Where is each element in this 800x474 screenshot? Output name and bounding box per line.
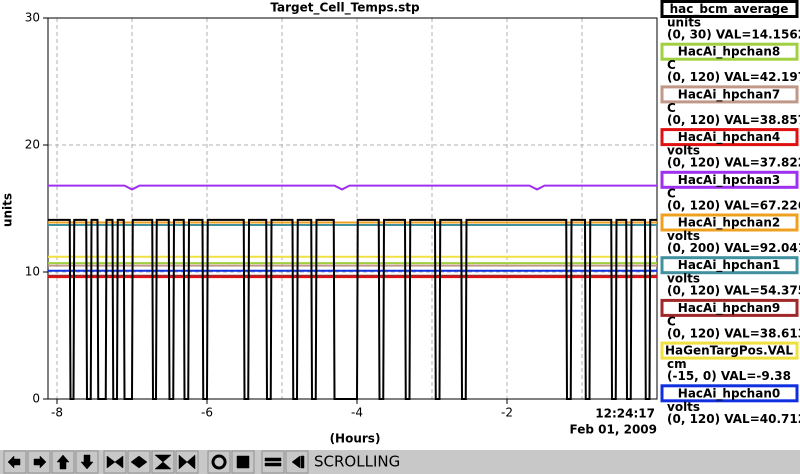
legend-unit: cm xyxy=(667,357,687,371)
toolbar-button[interactable] xyxy=(261,450,285,474)
y-tick-label: 0 xyxy=(32,392,40,406)
legend-unit: volts xyxy=(667,229,700,243)
legend-box[interactable] xyxy=(660,128,799,147)
legend-box[interactable] xyxy=(660,170,799,189)
toolbar-button[interactable] xyxy=(207,450,231,474)
legend-readout: (0, 120) VAL=54.375 xyxy=(667,284,800,298)
toolbar-icon xyxy=(291,455,305,469)
x-tick-label: -2 xyxy=(501,406,513,420)
legend-readout: (0, 120) VAL=42.1973 xyxy=(667,70,800,84)
series-line xyxy=(48,218,657,400)
legend-box[interactable] xyxy=(660,0,799,18)
legend-box[interactable] xyxy=(660,42,799,61)
legend-name[interactable]: HacAi_hpchan9 xyxy=(678,301,780,316)
date-label: Feb 01, 2009 xyxy=(570,423,657,437)
y-axis-label: units xyxy=(1,193,15,227)
legend-box[interactable] xyxy=(660,341,799,360)
legend-name[interactable]: HacAi_hpchan8 xyxy=(678,45,780,60)
legend-unit: C xyxy=(667,58,676,72)
legend-readout: (0, 30) VAL=14.1562 xyxy=(667,28,800,42)
legend-unit: C xyxy=(667,186,676,200)
legend-box[interactable] xyxy=(660,256,799,275)
toolbar-icon xyxy=(56,454,70,470)
toolbar-icon xyxy=(236,455,250,469)
legend-name[interactable]: HacAi_hpchan1 xyxy=(678,258,780,273)
legend-unit: volts xyxy=(667,272,700,286)
x-tick-label: -6 xyxy=(201,406,213,420)
y-tick-label: 10 xyxy=(25,265,40,279)
legend-name[interactable]: HacAi_hpchan7 xyxy=(678,87,780,102)
legend-readout: (0, 120) VAL=40.7129 xyxy=(667,412,800,426)
legend-name[interactable]: HacAi_hpchan0 xyxy=(678,386,780,401)
toolbar-icon xyxy=(154,454,172,470)
legend-name[interactable]: HacAi_hpchan2 xyxy=(678,216,780,231)
y-tick-label: 30 xyxy=(25,11,40,25)
legend-name[interactable]: HaGenTargPos.VAL xyxy=(665,344,793,358)
legend-readout: (0, 200) VAL=92.041 xyxy=(667,241,800,255)
status-label: SCROLLING xyxy=(314,453,400,471)
chart-title: Target_Cell_Temps.stp xyxy=(270,1,420,16)
legend-readout: (-15, 0) VAL=-9.38 xyxy=(667,369,791,383)
legend-box[interactable] xyxy=(660,298,799,317)
time-label: 12:24:17 xyxy=(595,407,655,421)
toolbar-icon xyxy=(178,454,196,470)
legend-box[interactable] xyxy=(660,384,799,403)
x-tick-label: -8 xyxy=(51,406,63,420)
legend-box[interactable] xyxy=(660,213,799,232)
toolbar-icon xyxy=(264,457,282,467)
legend-unit: volts xyxy=(667,400,700,414)
x-tick-label: -4 xyxy=(351,406,363,420)
legend-name[interactable]: hac_bcm_average xyxy=(670,2,789,17)
legend-readout: (0, 120) VAL=38.8574 xyxy=(667,113,800,127)
x-axis-label: (Hours) xyxy=(330,432,381,446)
legend-unit: C xyxy=(667,101,676,115)
toolbar-icon xyxy=(106,455,124,469)
legend-name[interactable]: HacAi_hpchan3 xyxy=(678,173,780,188)
legend-name[interactable]: HacAi_hpchan4 xyxy=(678,130,780,145)
legend-readout: (0, 120) VAL=37.8223 xyxy=(667,156,800,170)
legend-readout: (0, 120) VAL=38.6133 xyxy=(667,326,800,340)
legend-unit: C xyxy=(667,314,676,328)
series-line xyxy=(48,184,657,191)
toolbar-icon xyxy=(80,454,94,470)
legend-box[interactable] xyxy=(660,85,799,104)
legend-readout: (0, 120) VAL=67.2266 xyxy=(667,198,800,212)
legend-unit: volts xyxy=(667,144,700,158)
toolbar-icon xyxy=(7,455,21,469)
toolbar-icon xyxy=(130,455,148,469)
toolbar-icon xyxy=(211,454,227,470)
y-tick-label: 20 xyxy=(25,138,40,152)
toolbar-icon xyxy=(33,455,47,469)
legend-unit: units xyxy=(667,16,701,30)
